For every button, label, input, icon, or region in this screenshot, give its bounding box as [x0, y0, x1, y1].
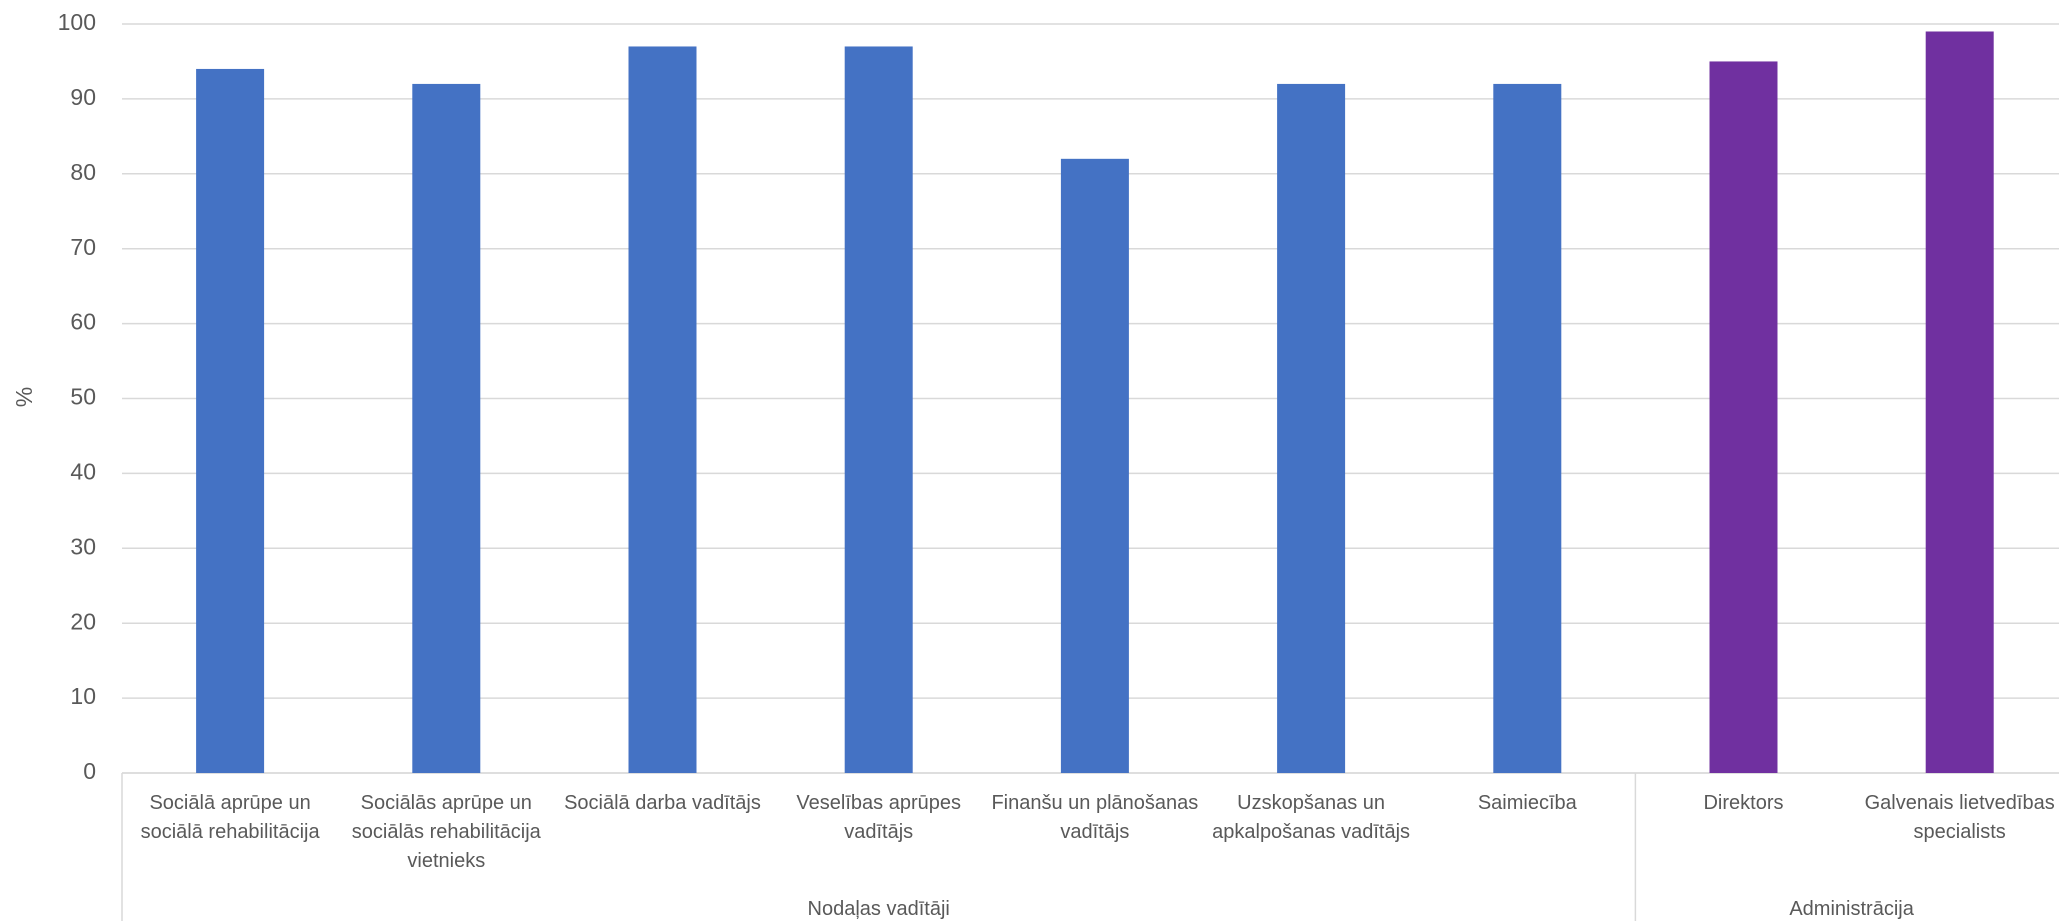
y-tick-label: 0	[83, 758, 96, 784]
y-tick-label: 40	[70, 458, 96, 484]
x-tick-label: Galvenais lietvedības specialists	[1864, 792, 2055, 843]
x-tick-label: Uzskopšanas un apkalpošanas vadītājs	[1212, 792, 1411, 843]
bar	[196, 68, 265, 773]
y-tick-label: 80	[70, 159, 96, 185]
bar	[844, 46, 913, 774]
bar	[412, 83, 481, 774]
y-tick-label: 100	[58, 9, 96, 35]
group-label: Nodaļas vadītāji	[807, 898, 950, 920]
x-tick-label: Finanšu un plānošanas vadītājs	[991, 792, 1199, 843]
x-tick-label: Sociālās aprūpe un sociālās rehabilitāci…	[351, 792, 541, 872]
bar	[628, 46, 697, 774]
bar	[1060, 158, 1129, 773]
x-tick-label: Veselības aprūpes vadītājs	[796, 792, 961, 843]
x-tick-label: Direktors	[1703, 792, 1784, 814]
y-tick-label: 60	[70, 309, 96, 335]
bar	[1277, 83, 1346, 774]
bar	[1493, 83, 1562, 774]
bar	[1709, 61, 1778, 773]
x-tick-label: Saimiecība	[1477, 792, 1577, 814]
y-tick-label: 20	[70, 608, 96, 634]
y-axis-label: %	[11, 387, 37, 407]
group-label: Administrācija	[1789, 898, 1914, 920]
y-tick-label: 90	[70, 84, 96, 110]
bar	[1925, 31, 1994, 774]
y-tick-label: 10	[70, 683, 96, 709]
y-tick-label: 70	[70, 234, 96, 260]
x-tick-label: Sociālā aprūpe un sociālā rehabilitācija	[140, 792, 320, 843]
y-tick-label: 50	[70, 384, 96, 410]
x-tick-label: Sociālā darba vadītājs	[564, 792, 761, 814]
y-tick-label: 30	[70, 533, 96, 559]
